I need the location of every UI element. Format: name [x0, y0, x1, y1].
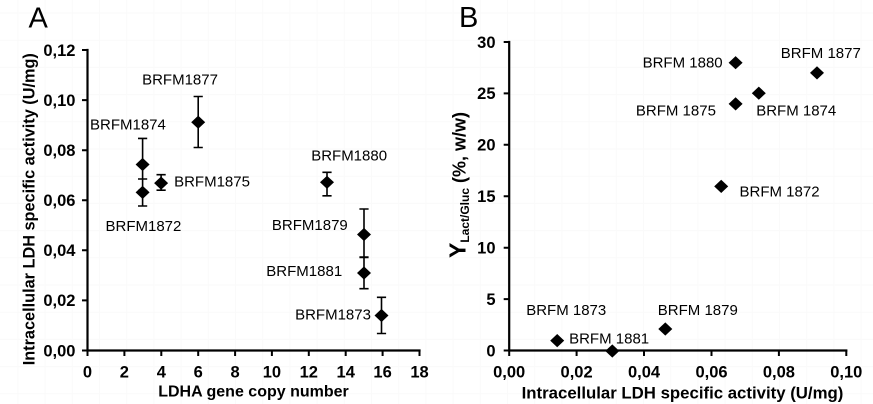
svg-text:0,04: 0,04 — [43, 242, 76, 260]
svg-text:BRFM1880: BRFM1880 — [311, 148, 387, 165]
svg-text:25: 25 — [477, 85, 495, 103]
svg-text:Intracellular LDH specific act: Intracellular LDH specific activity (U/m… — [21, 53, 39, 365]
svg-text:0,10: 0,10 — [43, 92, 75, 110]
svg-text:0,00: 0,00 — [493, 364, 525, 382]
svg-text:0,04: 0,04 — [628, 364, 661, 382]
svg-text:5: 5 — [486, 291, 495, 309]
svg-text:0,06: 0,06 — [43, 192, 75, 210]
svg-text:0,08: 0,08 — [43, 142, 75, 160]
svg-text:Intracellular LDH specific act: Intracellular LDH specific activity (U/m… — [522, 384, 844, 403]
svg-text:0,02: 0,02 — [43, 292, 75, 310]
svg-text:0,02: 0,02 — [561, 364, 593, 382]
svg-text:10: 10 — [477, 240, 495, 258]
svg-text:BRFM1875: BRFM1875 — [174, 174, 250, 191]
svg-text:0: 0 — [486, 342, 495, 360]
svg-text:30: 30 — [477, 34, 495, 52]
svg-text:0,06: 0,06 — [695, 364, 727, 382]
svg-text:8: 8 — [231, 364, 240, 382]
svg-text:BRFM1877: BRFM1877 — [142, 72, 218, 89]
svg-text:0,08: 0,08 — [763, 364, 795, 382]
svg-text:2: 2 — [120, 364, 129, 382]
svg-text:20: 20 — [477, 137, 495, 155]
svg-text:12: 12 — [300, 364, 318, 382]
svg-text:BRFM 1881: BRFM 1881 — [569, 331, 649, 348]
svg-text:4: 4 — [157, 364, 167, 382]
svg-text:BRFM 1875: BRFM 1875 — [636, 102, 716, 119]
svg-text:0,10: 0,10 — [830, 364, 862, 382]
svg-text:BRFM 1877: BRFM 1877 — [781, 45, 861, 62]
svg-text:LDHA gene copy number: LDHA gene copy number — [158, 384, 349, 401]
svg-text:BRFM1881: BRFM1881 — [266, 263, 342, 280]
svg-text:16: 16 — [373, 364, 391, 382]
svg-text:BRFM1879: BRFM1879 — [272, 217, 348, 234]
svg-text:14: 14 — [337, 364, 356, 382]
svg-text:YLact/Gluc (%, w/w): YLact/Gluc (%, w/w) — [445, 112, 473, 258]
svg-text:BRFM 1879: BRFM 1879 — [658, 302, 738, 319]
svg-text:6: 6 — [194, 364, 203, 382]
svg-text:BRFM1872: BRFM1872 — [106, 218, 182, 235]
svg-text:0: 0 — [83, 364, 92, 382]
svg-text:A: A — [29, 3, 49, 35]
svg-text:0,12: 0,12 — [43, 42, 75, 60]
svg-text:BRFM 1872: BRFM 1872 — [740, 184, 820, 201]
svg-text:18: 18 — [410, 364, 428, 382]
svg-text:BRFM 1873: BRFM 1873 — [526, 302, 606, 319]
svg-text:BRFM1874: BRFM1874 — [90, 117, 166, 134]
svg-text:BRFM 1880: BRFM 1880 — [643, 55, 723, 72]
svg-text:B: B — [459, 2, 478, 34]
svg-text:BRFM 1874: BRFM 1874 — [756, 102, 836, 119]
svg-text:0,00: 0,00 — [43, 342, 75, 360]
svg-text:15: 15 — [477, 188, 495, 206]
svg-text:10: 10 — [263, 364, 281, 382]
svg-text:BRFM1873: BRFM1873 — [295, 306, 371, 323]
